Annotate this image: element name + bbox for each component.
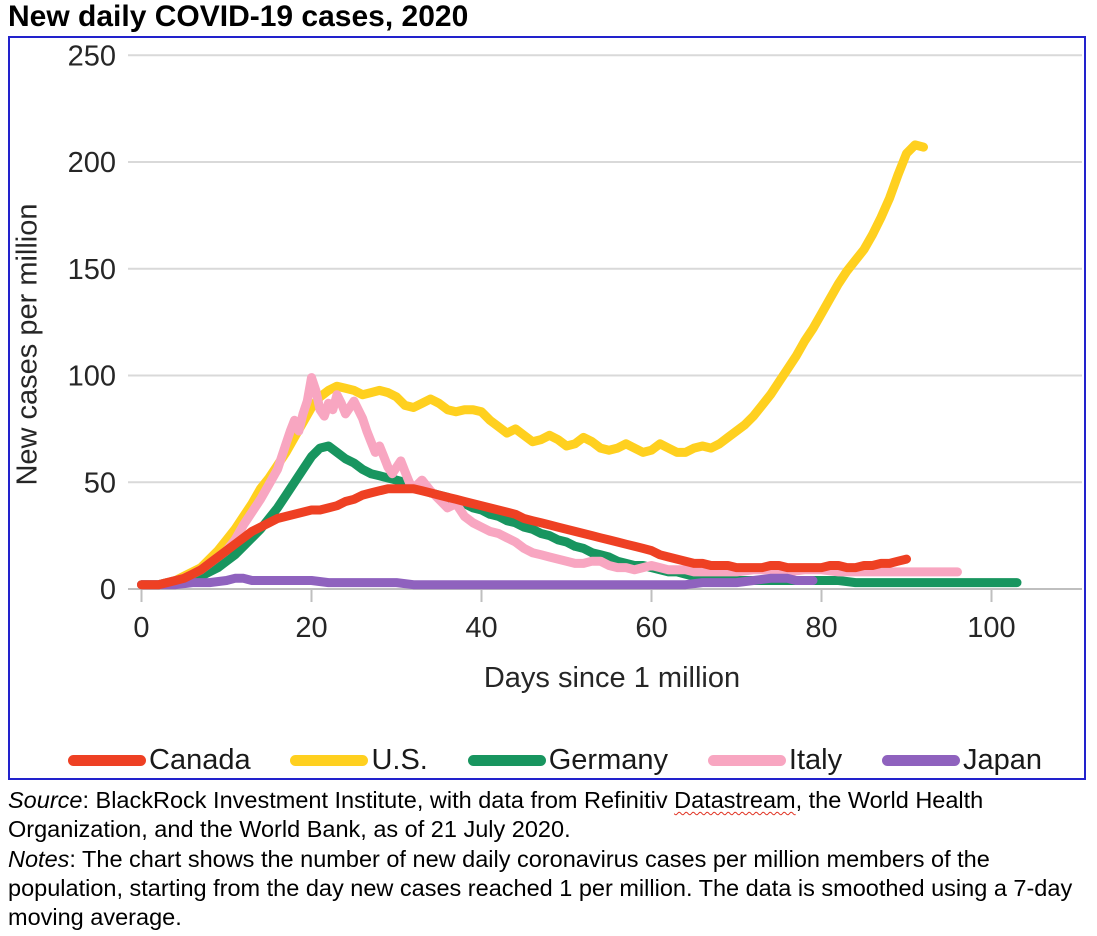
chart-plot-area: 0 50 100 150 200 250 0 20 40 60 80 100 — [68, 40, 1082, 644]
x-axis-title: Days since 1 million — [483, 662, 741, 694]
source-text-2: , the World Health Organization, and the… — [8, 787, 984, 843]
y-tick-label-150: 150 — [68, 254, 116, 286]
source-label: Source — [8, 787, 83, 813]
y-tick-label-100: 100 — [68, 361, 116, 393]
notes-label: Notes — [8, 845, 70, 872]
y-tick-label-200: 200 — [68, 147, 116, 179]
legend-item-us: U.S. — [290, 743, 428, 777]
x-tick-label-80: 80 — [805, 612, 837, 644]
source-note: Source: BlackRock Investment Institute, … — [8, 786, 1091, 845]
legend-item-canada: Canada — [68, 744, 251, 777]
legend-label-italy: Italy — [788, 743, 843, 776]
us-line-swatch — [290, 754, 369, 766]
x-tick-label-60: 60 — [635, 612, 667, 644]
source-text-1: : BlackRock Investment Institute, with d… — [82, 787, 675, 813]
y-tick-label-50: 50 — [84, 467, 116, 499]
japan-line-swatch — [881, 754, 960, 766]
legend: Canada U.S. Germany Italy Japan — [10, 738, 1084, 782]
chart-title: New daily COVID-19 cases, 2020 — [8, 0, 469, 33]
x-tick-label-100: 100 — [967, 612, 1015, 644]
x-tick-label-40: 40 — [465, 612, 497, 644]
legend-item-germany: Germany — [467, 743, 669, 777]
legend-label-canada: Canada — [149, 743, 251, 776]
legend-label-us: U.S. — [371, 743, 428, 776]
legend-label-germany: Germany — [548, 743, 669, 776]
legend-item-japan: Japan — [881, 743, 1042, 777]
notes-note: Notes: The chart shows the number of new… — [8, 845, 1091, 933]
footer: Source: BlackRock Investment Institute, … — [8, 786, 1091, 932]
italy-line-swatch — [707, 754, 786, 766]
notes-text: : The chart shows the number of new dail… — [8, 845, 1073, 931]
y-tick-label-0: 0 — [100, 574, 116, 606]
series-line-japan — [137, 573, 818, 590]
legend-label-japan: Japan — [962, 743, 1042, 776]
series-line-canada — [137, 484, 911, 590]
source-flagged-word: Datastream — [674, 787, 796, 813]
legend-item-italy: Italy — [707, 743, 843, 777]
x-tick-label-0: 0 — [133, 612, 149, 644]
y-tick-label-250: 250 — [68, 40, 116, 72]
canada-line-swatch — [68, 754, 146, 766]
germany-line-swatch — [467, 754, 546, 766]
x-tick-label-20: 20 — [295, 612, 327, 644]
chart-frame: 0 50 100 150 200 250 0 20 40 60 80 100 New cases pe… — [8, 36, 1086, 780]
y-axis-title: New cases per million — [11, 203, 44, 486]
